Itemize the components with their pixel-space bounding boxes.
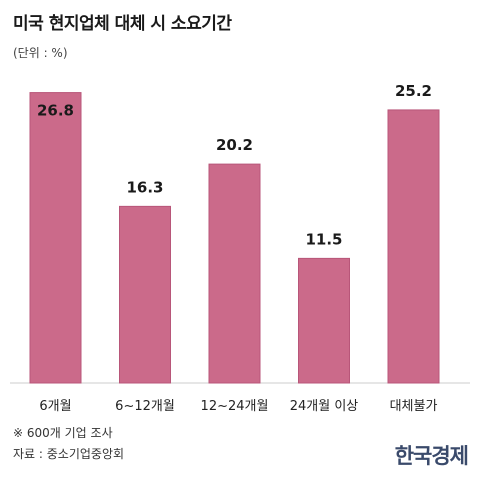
bar-1 bbox=[119, 205, 171, 384]
value-label-4: 25.2 bbox=[395, 82, 432, 100]
category-label-1: 6~12개월 bbox=[115, 399, 175, 414]
bar-3 bbox=[298, 257, 350, 384]
bar-0 bbox=[29, 92, 82, 384]
bar-2 bbox=[208, 163, 261, 384]
value-label-0: 26.8 bbox=[37, 102, 74, 120]
chart-title: 미국 현지업체 대체 시 소요기간 bbox=[13, 14, 232, 34]
category-label-4: 대체불가 bbox=[390, 399, 438, 414]
category-label-0: 6개월 bbox=[39, 399, 71, 414]
bar-chart: 26.8 6개월 16.3 6~12개월 20.2 12~24개월 11.5 24개월 이상 2… bbox=[10, 82, 470, 414]
category-label-3: 24개월 이상 bbox=[290, 399, 359, 414]
bar-4 bbox=[387, 109, 440, 384]
source-label: 자료 : 중소기업중앙회 bbox=[13, 447, 125, 461]
publisher-logo: 한국경제 bbox=[394, 443, 469, 468]
value-label-3: 11.5 bbox=[305, 230, 342, 248]
survey-note: ※ 600개 기업 조사 bbox=[13, 426, 113, 440]
value-label-1: 16.3 bbox=[126, 178, 163, 196]
unit-label: (단위 : %) bbox=[13, 46, 68, 60]
value-label-2: 20.2 bbox=[216, 136, 253, 154]
category-label-2: 12~24개월 bbox=[201, 399, 269, 414]
